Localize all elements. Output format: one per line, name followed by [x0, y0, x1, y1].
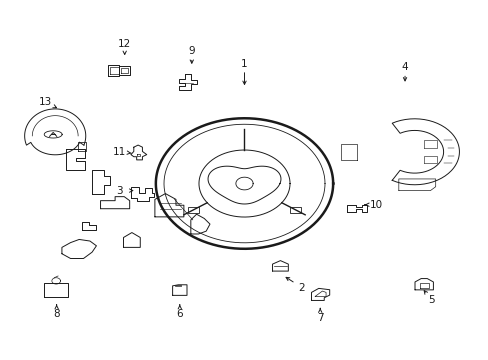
Text: 6: 6: [176, 309, 183, 319]
Text: 4: 4: [401, 62, 407, 72]
Text: 11: 11: [113, 147, 126, 157]
Text: 9: 9: [188, 46, 195, 56]
Text: 10: 10: [369, 200, 382, 210]
Bar: [188, 207, 198, 213]
Text: 7: 7: [316, 312, 323, 323]
Text: 5: 5: [427, 295, 434, 305]
Text: 8: 8: [53, 309, 60, 319]
Text: 3: 3: [116, 186, 123, 195]
Text: 12: 12: [118, 39, 131, 49]
Text: 2: 2: [298, 283, 305, 293]
Text: 13: 13: [39, 98, 52, 107]
Text: 1: 1: [241, 59, 247, 68]
Bar: [290, 207, 300, 213]
